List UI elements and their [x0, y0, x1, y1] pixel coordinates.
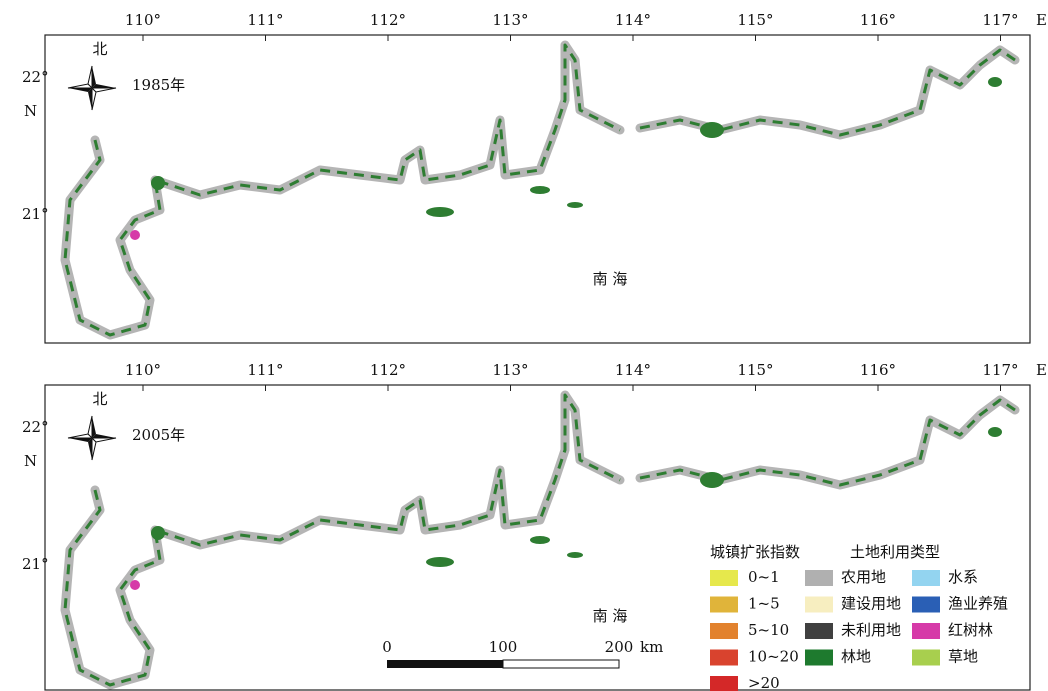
legend-swatch — [710, 623, 738, 639]
scale-unit: km — [640, 638, 663, 656]
legend-title: 城镇扩张指数 — [710, 543, 800, 561]
longitude-unit: E — [1036, 11, 1047, 29]
coastline — [65, 45, 1015, 335]
longitude-label: 110° — [125, 11, 161, 29]
longitude-label: 112° — [370, 361, 406, 379]
longitude-label: 112° — [370, 11, 406, 29]
legend-swatch — [912, 649, 940, 666]
year-label: 2005年 — [132, 426, 185, 444]
legend-label: 水系 — [948, 568, 978, 586]
legend-swatch — [805, 649, 833, 666]
longitude-label: 117° — [982, 11, 1018, 29]
legend-swatch — [912, 570, 940, 586]
legend-label: 渔业养殖 — [948, 595, 1008, 613]
legend-swatch — [805, 596, 833, 613]
sea-label: 南 海 — [593, 607, 628, 625]
longitude-label: 111° — [247, 361, 283, 379]
legend-label: 建设用地 — [841, 595, 901, 613]
legend-swatch — [710, 596, 738, 613]
legend-swatch — [912, 623, 940, 639]
legend-swatch — [710, 570, 738, 586]
legend: 城镇扩张指数 土地利用类型 0~1 1~5 5~10 10~20 >20 农用地建设用地未利用… — [710, 543, 1008, 691]
latitude-label: 21° — [22, 555, 49, 573]
longitude-label: 117° — [982, 361, 1018, 379]
latitude-label: 22° — [22, 68, 49, 86]
longitude-label: 114° — [615, 361, 651, 379]
longitude-unit: E — [1036, 361, 1047, 379]
coastline — [65, 395, 1015, 685]
map-panel: 110° 111° 112° 113° 114° 115° 116° 117° E 22° N 21°… — [22, 11, 1047, 344]
legend-label: 10~20 — [748, 648, 799, 666]
compass — [67, 415, 117, 461]
longitude-label: 113° — [492, 361, 528, 379]
longitude-label: 115° — [737, 361, 773, 379]
sea-label: 南 海 — [593, 270, 628, 288]
legend-label: 1~5 — [748, 595, 780, 613]
legend-label: 红树林 — [948, 621, 993, 639]
latitude-label: 22° — [22, 418, 49, 436]
scale-bar: 0 100 200 km — [382, 638, 663, 669]
panel-frame — [44, 384, 1031, 691]
longitude-label: 115° — [737, 11, 773, 29]
latitude-unit: N — [24, 102, 37, 120]
longitude-label: 116° — [860, 361, 896, 379]
legend-label: 0~1 — [748, 568, 780, 586]
legend-swatch — [805, 570, 833, 586]
legend-label: >20 — [748, 674, 780, 691]
scale-label: 100 — [489, 638, 518, 656]
longitude-label: 116° — [860, 11, 896, 29]
latitude-label: 21° — [22, 205, 49, 223]
longitude-label: 110° — [125, 361, 161, 379]
scale-label: 200 — [605, 638, 634, 656]
longitude-label: 114° — [615, 11, 651, 29]
legend-swatch — [710, 676, 738, 691]
legend-label: 未利用地 — [841, 621, 901, 639]
legend-swatch — [912, 596, 940, 613]
longitude-label: 113° — [492, 11, 528, 29]
panel-frame — [44, 34, 1031, 344]
compass — [67, 65, 117, 111]
latitude-unit: N — [24, 452, 37, 470]
north-label: 北 — [92, 40, 107, 58]
legend-swatch — [805, 623, 833, 639]
legend-label: 5~10 — [748, 621, 789, 639]
scale-label: 0 — [382, 638, 392, 656]
legend-label: 林地 — [841, 648, 871, 666]
north-label: 北 — [92, 390, 107, 408]
legend-label: 农用地 — [841, 568, 886, 586]
legend-title: 土地利用类型 — [850, 543, 940, 561]
legend-label: 草地 — [948, 648, 978, 666]
longitude-label: 111° — [247, 11, 283, 29]
legend-swatch — [710, 649, 738, 666]
map-panel: 110° 111° 112° 113° 114° 115° 116° 117° E 22° N 21°… — [22, 361, 1047, 691]
year-label: 1985年 — [132, 76, 185, 94]
